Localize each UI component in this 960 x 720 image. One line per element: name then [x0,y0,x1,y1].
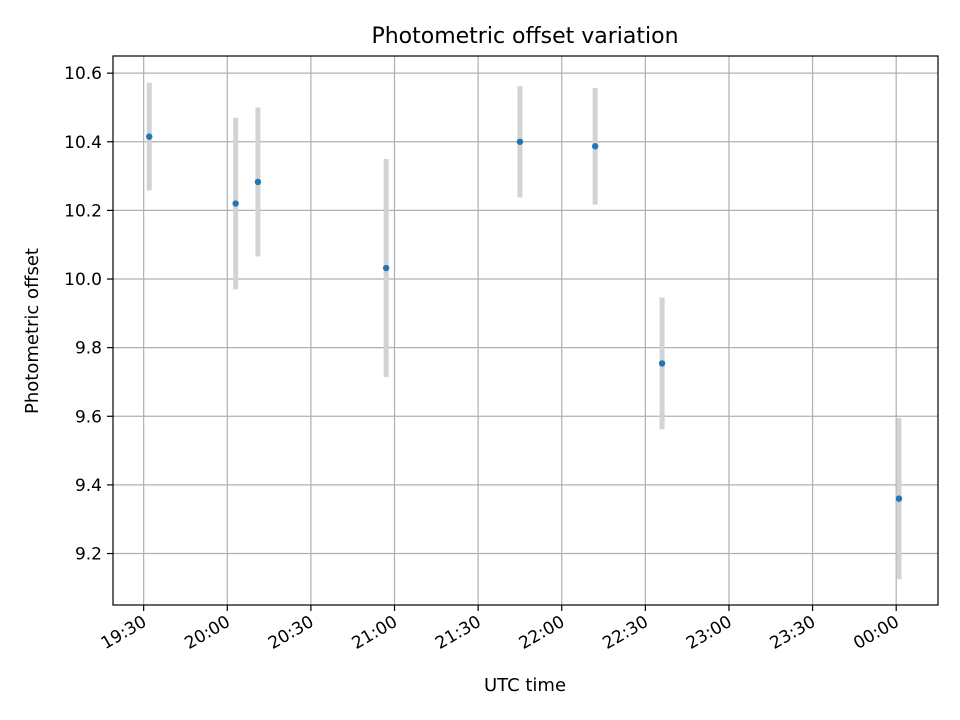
y-tick-label: 9.4 [75,476,102,496]
data-point [895,495,903,502]
y-tick-label: 10.4 [64,133,102,153]
plot-frame [112,55,939,606]
y-tick-label: 9.8 [75,339,102,359]
y-tick-label: 9.2 [75,545,102,565]
data-point [232,200,239,207]
y-tick-label: 10.0 [64,270,102,290]
point-layer [146,133,903,502]
y-tick-label: 10.6 [64,64,102,84]
y-tick-label: 9.6 [75,407,102,427]
plot-area [113,56,938,605]
data-point [658,360,666,367]
data-point [146,133,153,140]
y-axis: 9.2 9.4 9.6 9.8 10.0 10.2 10.4 10.6 [64,64,113,565]
y-axis-title: Photometric offset [22,248,43,414]
data-point [591,143,599,150]
chart-title: Photometric offset variation [371,24,678,49]
data-point [382,264,390,272]
y-tick-label: 10.2 [64,201,102,221]
data-point [254,178,262,186]
x-axis-title: UTC time [484,675,566,696]
data-point [516,138,524,145]
grid-layer [113,56,938,605]
